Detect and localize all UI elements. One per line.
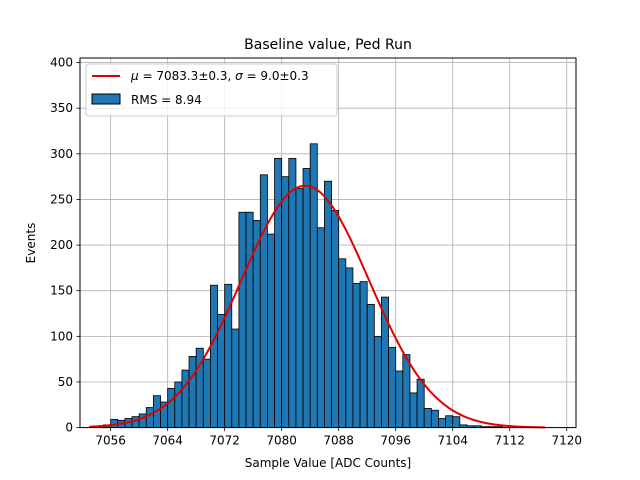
histogram-bar [259,174,268,429]
x-tick-label: 7096 [380,434,411,448]
histogram-bar [395,370,404,428]
histogram-bar [345,267,354,429]
histogram-bar [338,258,347,428]
x-tick-label: 7088 [323,434,354,448]
histogram-bar [324,180,332,428]
histogram-bar [316,227,325,428]
histogram-bar [416,378,425,429]
histogram-bar [181,369,190,428]
histogram-bar [423,408,432,428]
histogram-bar [373,335,382,428]
y-tick-label: 150 [50,284,73,298]
chart-title: Baseline value, Ped Run [244,37,412,53]
legend-mu-value: = 7083.3±0.3, [139,69,235,83]
x-tick-label: 7112 [494,434,525,448]
histogram-bar [430,409,439,429]
x-tick-label: 7056 [95,434,126,448]
histogram-bar [295,188,304,429]
y-tick-label: 0 [65,421,73,435]
histogram-bar [281,176,290,429]
histogram-bar [352,283,361,429]
legend-mu-symbol: μ [130,69,139,83]
histogram-bar [452,416,461,429]
legend: μ = 7083.3±0.3, σ = 9.0±0.3 RMS = 8.94 [85,63,338,117]
plot-frame [79,57,577,429]
histogram-bar [174,381,183,428]
x-tick-label: 7064 [152,434,183,448]
y-tick-label: 200 [50,238,73,252]
histogram-bar [145,407,154,428]
histogram-bar [274,157,283,428]
histogram-bar [188,356,197,429]
x-tick-label: 7104 [437,434,468,448]
legend-hist-label: RMS = 8.94 [131,93,202,107]
y-tick-label: 400 [50,56,73,70]
x-axis-ticks: 7056 7064 7072 7080 7088 7096 7104 7112 7120 [95,427,582,448]
x-tick-label: 7072 [209,434,240,448]
histogram-bar [409,392,418,428]
histogram-bar [167,387,176,429]
legend-sigma-symbol: σ [235,69,243,83]
y-tick-label: 300 [50,147,73,161]
histogram-bar [131,416,140,429]
histogram-bar [388,346,397,428]
histogram-bar [366,303,375,428]
legend-fit-label: μ = 7083.3±0.3, σ = 9.0±0.3 [130,69,309,83]
histogram-bar [267,233,275,429]
histogram-bar [438,418,446,428]
y-axis-ticks: 0 50 100 150 200 250 300 350 400 [50,56,80,435]
histogram-bar [402,354,411,428]
y-axis-label: Events [24,223,38,264]
histogram-bar [359,281,368,428]
histogram-bars [103,143,503,429]
y-tick-label: 50 [58,375,73,389]
histogram-bar [302,168,311,429]
histogram-bar [231,328,240,429]
x-tick-label: 7120 [551,434,582,448]
histogram-bar [238,211,247,429]
histogram-bar [210,284,218,429]
legend-hist-swatch [91,93,121,105]
gaussian-fit-curve [89,184,546,429]
y-tick-label: 100 [50,329,73,343]
histogram-bar [445,415,454,429]
histogram-bar [288,157,297,428]
y-tick-label: 350 [50,101,73,115]
y-tick-label: 250 [50,192,73,206]
x-axis-label: Sample Value [ADC Counts] [245,456,411,470]
histogram-bar [245,211,254,429]
histogram-bar [202,358,211,428]
legend-sigma-value: = 9.0±0.3 [243,69,309,83]
histogram-bar [331,210,340,429]
x-tick-label: 7080 [266,434,297,448]
legend-box [85,63,338,117]
